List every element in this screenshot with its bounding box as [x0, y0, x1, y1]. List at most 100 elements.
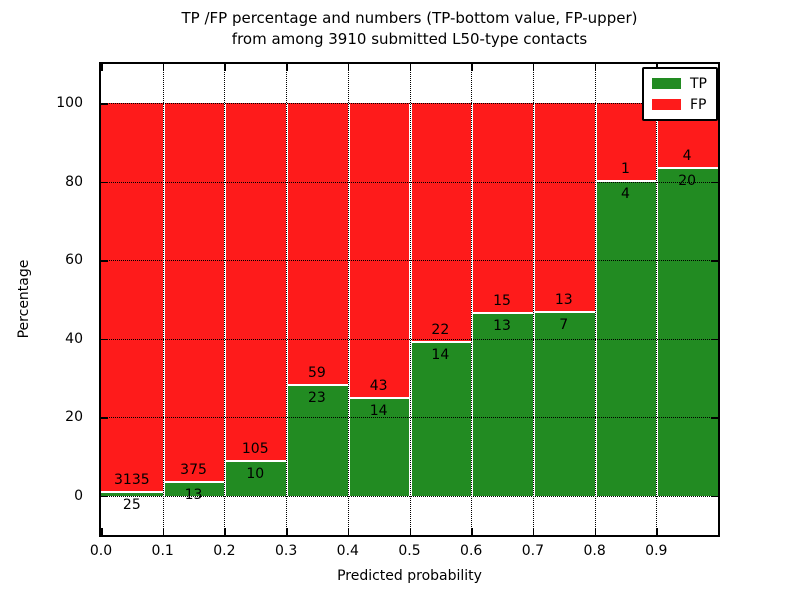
- fp-bar-segment: [164, 103, 225, 483]
- y-tick-mark: [101, 338, 108, 341]
- y-tick-labels: 0 20 40 60 80 100: [0, 62, 91, 537]
- x-tick-mark-top: [471, 64, 473, 71]
- fp-count-label: 1: [620, 160, 630, 177]
- horizontal-gridline: [101, 103, 718, 105]
- tp-count-label: 14: [431, 347, 450, 364]
- tp-count-label: 4: [620, 185, 630, 202]
- tp-count-label: 10: [246, 465, 265, 482]
- plot-area: TP FP 3135 25 375 13 105 10 59 23 43 14 22 14 15 13 13…: [99, 62, 720, 537]
- x-tick-label: 0.5: [398, 543, 421, 559]
- chart-title: TP /FP percentage and numbers (TP-bottom…: [99, 8, 720, 50]
- chart-title-line2: from among 3910 submitted L50-type conta…: [231, 30, 588, 48]
- tp-count-label: 25: [122, 496, 141, 513]
- tp-bar-segment: [411, 343, 472, 496]
- y-tick-label: 100: [56, 95, 83, 112]
- y-tick-mark-right: [711, 260, 718, 262]
- vertical-gridline: [286, 64, 288, 535]
- tp-count-label: 13: [184, 486, 203, 503]
- y-tick-mark-right: [711, 181, 718, 184]
- x-tick-mark-top: [162, 64, 165, 71]
- x-tick-label: 0.4: [336, 543, 359, 559]
- fp-count-label: 59: [308, 364, 326, 381]
- bar-column: [224, 103, 287, 496]
- fp-count-label: 375: [180, 461, 207, 478]
- fp-bar-segment: [349, 103, 410, 400]
- x-tick-mark: [162, 528, 165, 535]
- fp-bar-segment: [411, 103, 472, 344]
- x-tick-label: 0.7: [521, 543, 545, 559]
- legend-entry-fp: FP: [652, 96, 707, 113]
- y-tick-mark-right: [711, 417, 718, 419]
- x-tick-mark: [101, 528, 103, 535]
- y-tick-label: 20: [65, 409, 83, 426]
- tp-bar-segment: [534, 312, 595, 496]
- x-tick-mark-top: [224, 64, 226, 71]
- bar-column: [347, 103, 410, 496]
- y-tick-label: 40: [65, 330, 83, 347]
- tp-count-label: 14: [369, 403, 388, 420]
- fp-count-label: 4: [682, 147, 692, 164]
- fp-count-label: 15: [493, 292, 511, 309]
- bar-column: [162, 103, 225, 496]
- tp-count-label: 20: [678, 172, 697, 189]
- tp-bar-segment: [473, 313, 533, 496]
- tp-count-label: 13: [493, 317, 511, 334]
- vertical-gridline: [656, 64, 658, 535]
- y-tick-label: 0: [74, 487, 83, 504]
- y-tick-mark-right: [711, 495, 718, 498]
- bar-column: [532, 103, 595, 496]
- y-tick-mark: [101, 181, 108, 184]
- tp-legend-swatch-icon: [652, 78, 681, 89]
- y-tick-mark: [101, 103, 108, 105]
- x-tick-labels: 0.0 0.1 0.2 0.3 0.4 0.5 0.6 0.7 0.8 0.9: [90, 543, 720, 563]
- legend: TP FP: [642, 67, 718, 121]
- vertical-gridline: [347, 64, 349, 535]
- vertical-gridline: [532, 64, 534, 535]
- x-tick-label: 0.2: [213, 543, 236, 559]
- x-tick-mark: [224, 528, 226, 535]
- x-tick-label: 0.8: [583, 543, 606, 559]
- tp-bar-segment: [164, 482, 225, 496]
- fp-count-label: 13: [554, 291, 573, 308]
- fp-count-label: 22: [431, 322, 450, 339]
- bar-column: [409, 103, 472, 496]
- horizontal-gridline: [101, 338, 718, 340]
- x-tick-mark: [286, 528, 288, 535]
- fp-legend-swatch-icon: [652, 99, 681, 110]
- fp-bar-segment: [101, 103, 163, 493]
- y-tick-mark: [101, 417, 108, 419]
- chart-title-line1: TP /FP percentage and numbers (TP-bottom…: [181, 9, 638, 27]
- x-tick-mark-top: [532, 64, 535, 71]
- tp-bar-segment: [226, 461, 287, 496]
- fp-bar-segment: [226, 103, 287, 462]
- x-tick-mark: [532, 528, 535, 535]
- x-tick-label: 0.9: [645, 543, 668, 559]
- fp-count-label: 105: [241, 440, 269, 457]
- fp-bar-segment: [473, 103, 533, 314]
- fp-count-label: 3135: [114, 471, 150, 488]
- fp-count-label: 43: [369, 378, 388, 395]
- vertical-gridline: [409, 64, 411, 535]
- y-tick-mark: [101, 260, 108, 262]
- fp-bar-segment: [534, 103, 595, 313]
- tp-count-label: 23: [308, 389, 326, 406]
- x-tick-mark-top: [409, 64, 411, 71]
- x-tick-label: 0.1: [151, 543, 174, 559]
- bar-column: [101, 103, 163, 496]
- x-tick-mark: [347, 528, 350, 535]
- x-tick-mark-top: [286, 64, 288, 71]
- vertical-gridline: [162, 64, 164, 535]
- x-tick-label: 0.6: [460, 543, 483, 559]
- vertical-gridline: [471, 64, 473, 535]
- x-tick-label: 0.3: [274, 543, 298, 559]
- legend-entry-tp: TP: [652, 75, 707, 92]
- tp-bar-segment: [349, 399, 410, 496]
- y-tick-label: 60: [65, 252, 83, 269]
- bar-column: [286, 103, 348, 496]
- tp-count-label: 7: [559, 316, 569, 333]
- y-tick-label: 80: [65, 173, 83, 190]
- horizontal-gridline: [101, 417, 718, 419]
- horizontal-gridline: [101, 260, 718, 262]
- x-tick-mark: [409, 528, 411, 535]
